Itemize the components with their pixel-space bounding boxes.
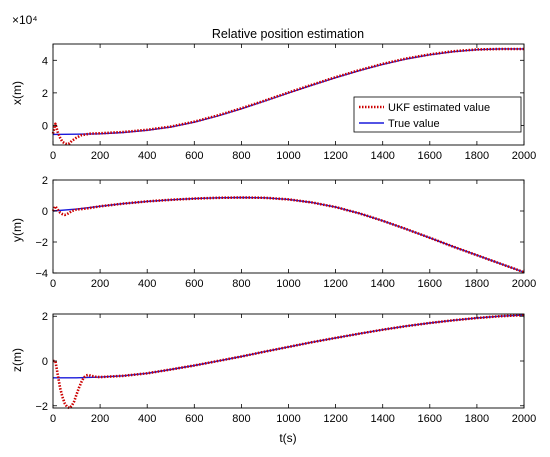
axes-frame — [52, 313, 525, 409]
y-tick-label: 4 — [42, 55, 48, 67]
y-tick-label: 0 — [42, 120, 48, 132]
legend-true-label: True value — [388, 118, 440, 130]
x-tick-label: 2000 — [512, 150, 536, 162]
x-tick-label: 800 — [232, 278, 250, 290]
axes-frame — [52, 179, 525, 274]
z-axis-ylabel: z(m) — [10, 348, 24, 372]
x-tick-label: 2000 — [512, 278, 536, 290]
x-tick-label: 1600 — [418, 150, 442, 162]
x-tick-label: 1200 — [323, 278, 347, 290]
chart-title: Relative position estimation — [212, 27, 364, 41]
x-tick-label: 0 — [50, 150, 56, 162]
x-tick-label: 800 — [232, 150, 250, 162]
y-tick-label: 2 — [42, 175, 48, 187]
x-tick-label: 1800 — [465, 413, 489, 425]
x-tick-label: 1400 — [370, 278, 394, 290]
y-tick-label: 0 — [42, 356, 48, 368]
x-tick-label: 1800 — [465, 150, 489, 162]
x-tick-label: 400 — [138, 278, 156, 290]
x-tick-label: 1200 — [323, 413, 347, 425]
subplot-z: z(m) t(s) 0 200 400 600 800 1000 1200 1400 1600 1… — [10, 311, 536, 445]
series-ukf-estimated-line — [53, 313, 525, 410]
y-tick-label: 0 — [42, 206, 48, 218]
x-tick-label: 1200 — [323, 150, 347, 162]
x-tick-label: 1600 — [418, 413, 442, 425]
x-tick-label: 800 — [232, 413, 250, 425]
plot-area-x: 0 200 400 600 800 1000 1200 1400 1600 1800 2000 0 2 4 — [42, 43, 536, 162]
x-tick-label: 200 — [91, 278, 109, 290]
x-tick-label: 400 — [138, 413, 156, 425]
x-tick-label: 400 — [138, 150, 156, 162]
x-tick-label: 1000 — [276, 150, 300, 162]
y-tick-label: 2 — [42, 311, 48, 323]
legend-estimated-label: UKF estimated value — [388, 102, 490, 114]
x-tick-label: 600 — [185, 150, 203, 162]
subplot-y: y(m) 0 200 400 600 800 1000 1200 1400 1600 1800 20… — [10, 175, 536, 290]
x-tick-label: 0 — [50, 278, 56, 290]
y-tick-label: −4 — [35, 268, 48, 280]
x-tick-label: 2000 — [512, 413, 536, 425]
legend: UKF estimated value True value — [353, 96, 522, 133]
x-tick-label: 1600 — [418, 278, 442, 290]
series-true-value-line — [52, 196, 525, 273]
x-tick-label: 200 — [91, 150, 109, 162]
y-axis-ylabel: y(m) — [10, 218, 24, 242]
y-tick-label: −2 — [35, 401, 48, 413]
x-tick-label: 600 — [185, 413, 203, 425]
subplot-x: Relative position estimation ×10⁴ x(m) 0… — [10, 13, 536, 162]
series-ukf-estimated-line — [51, 47, 524, 146]
x-tick-label: 1400 — [370, 150, 394, 162]
plot-area-z: 0 200 400 600 800 1000 1200 1400 1600 1800 2000−20… — [35, 311, 536, 425]
x-tick-label: 1400 — [370, 413, 394, 425]
y-tick-label: −2 — [35, 237, 48, 249]
series-ukf-estimated-line — [51, 196, 525, 274]
x-axis-ylabel: x(m) — [10, 81, 24, 105]
plot-area-y: 0 200 400 600 800 1000 1200 1400 1600 1800 2000 −4 −… — [35, 175, 536, 290]
x-tick-label: 0 — [50, 413, 56, 425]
x-tick-label: 200 — [91, 413, 109, 425]
x-scale-label: ×10⁴ — [12, 13, 38, 27]
legend-box — [353, 96, 522, 133]
y-tick-label: 2 — [42, 88, 48, 100]
x-tick-label: 1000 — [276, 278, 300, 290]
x-tick-label: 1800 — [465, 278, 489, 290]
x-tick-label: 600 — [185, 278, 203, 290]
time-axis-xlabel: t(s) — [279, 431, 296, 445]
x-tick-label: 1000 — [276, 413, 300, 425]
